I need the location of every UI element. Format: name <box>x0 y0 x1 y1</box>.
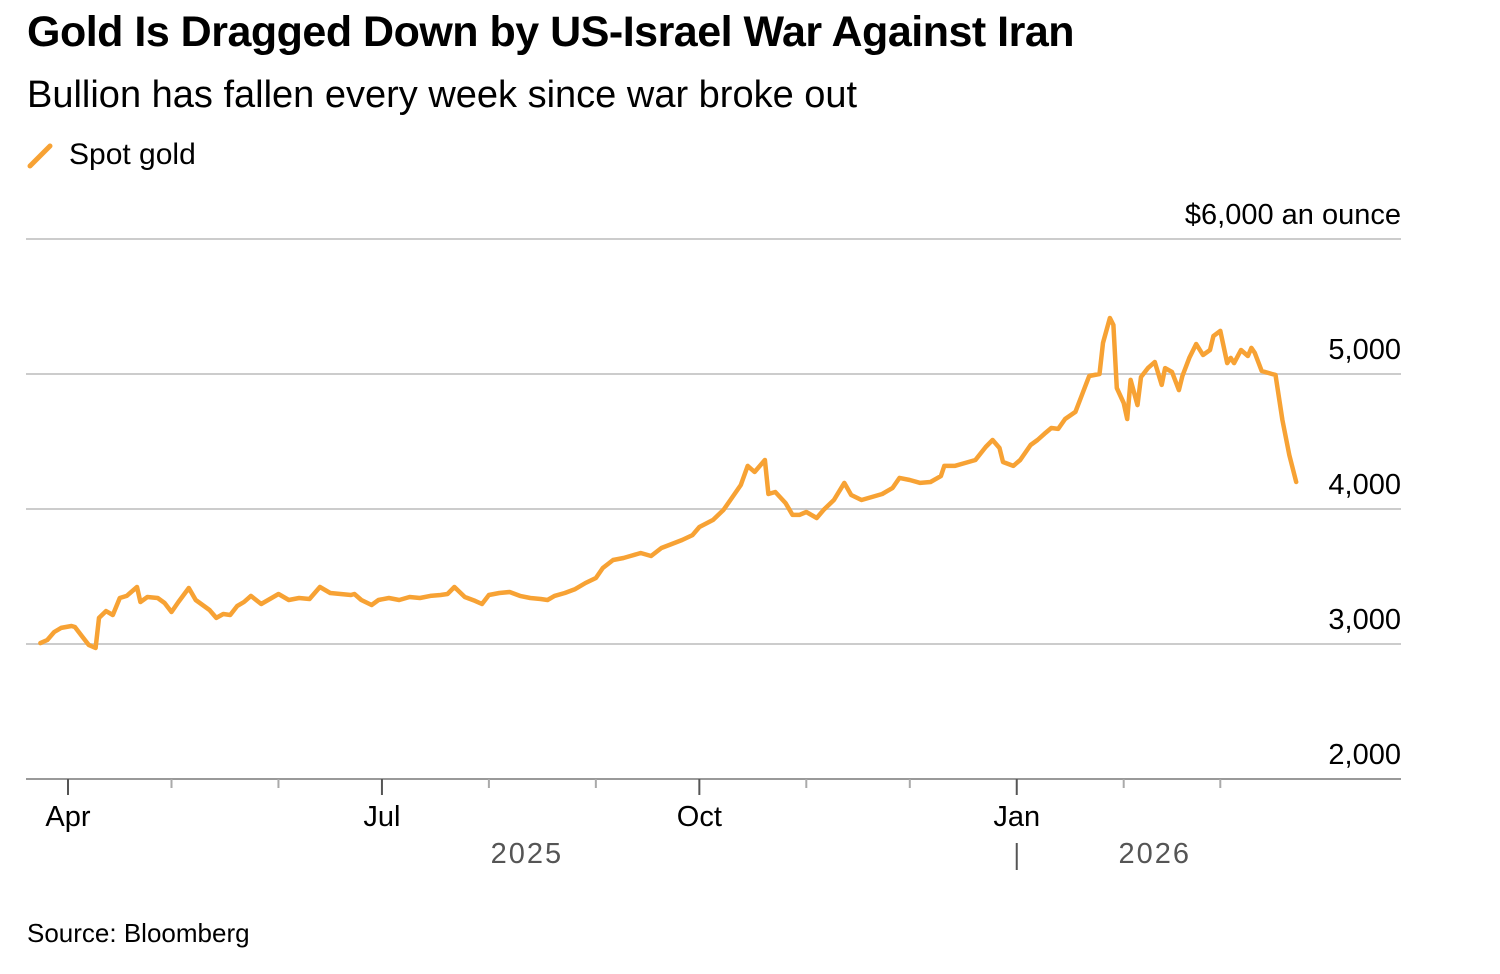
spot-gold-line <box>38 315 1299 651</box>
legend-line-icon <box>27 143 53 169</box>
year-label: 2026 <box>1118 838 1191 870</box>
year-label: 2025 <box>491 838 564 870</box>
source-note: Source: Bloomberg <box>27 918 250 948</box>
x-tick-label: Jan <box>993 801 1040 833</box>
y-tick-label: 4,000 <box>1328 469 1401 501</box>
y-tick-label: 5,000 <box>1328 334 1401 366</box>
chart-subtitle: Bullion has fallen every week since war … <box>27 74 858 116</box>
chart-title: Gold Is Dragged Down by US-Israel War Ag… <box>27 8 1075 56</box>
y-tick-label: 2,000 <box>1328 739 1401 771</box>
y-tick-label: $6,000 an ounce <box>1185 199 1401 231</box>
x-tick-label: Apr <box>45 801 90 833</box>
x-tick-label: Oct <box>677 801 722 833</box>
x-tick-label: Jul <box>363 801 400 833</box>
y-tick-label: 3,000 <box>1328 604 1401 636</box>
legend: Spot gold <box>27 138 196 172</box>
legend-label: Spot gold <box>69 138 196 171</box>
